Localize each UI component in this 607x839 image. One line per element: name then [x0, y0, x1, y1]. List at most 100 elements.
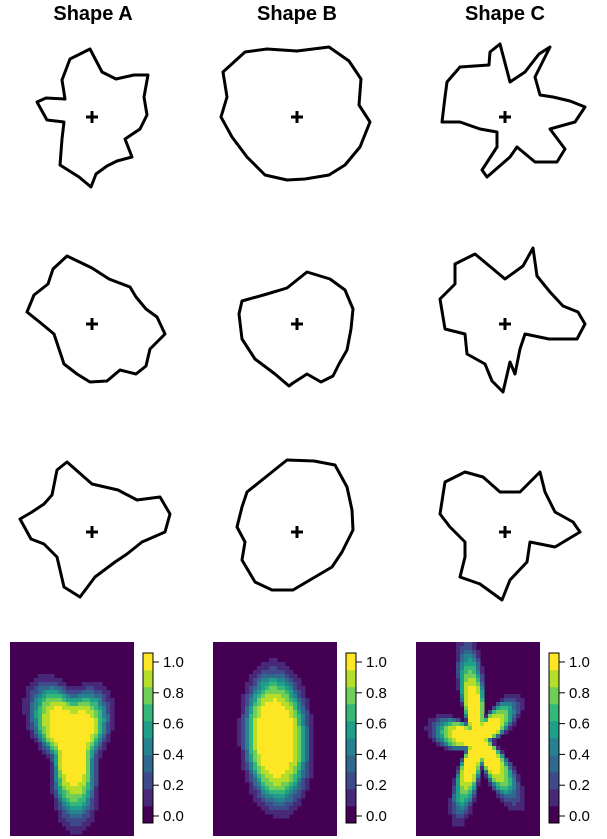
- heatmap-cell: [293, 678, 298, 683]
- heatmap-cell: [74, 790, 79, 795]
- heatmap-cell: [70, 746, 75, 751]
- heatmap-cell: [273, 694, 278, 699]
- heatmap-cell: [452, 810, 457, 815]
- heatmap-cell: [460, 698, 465, 703]
- heatmap-cell: [488, 722, 493, 727]
- heatmap-cell: [512, 722, 517, 727]
- heatmap-cell: [257, 762, 262, 767]
- heatmap-cell: [305, 770, 310, 775]
- heatmap-cell: [285, 730, 290, 735]
- heatmap-cell: [110, 722, 115, 727]
- heatmap-cell: [468, 774, 473, 779]
- heatmap-cell: [78, 706, 83, 711]
- heatmap-cell: [102, 722, 107, 727]
- heatmap-cell: [265, 730, 270, 735]
- heatmap-cell: [265, 662, 270, 667]
- heatmap-cell: [492, 710, 497, 715]
- heatmap-cell: [261, 670, 266, 675]
- heatmap-cell: [448, 802, 453, 807]
- heatmap-cell: [456, 794, 461, 799]
- heatmap-cell: [70, 806, 75, 811]
- heatmap-cell: [289, 694, 294, 699]
- heatmap-cell: [484, 722, 489, 727]
- heatmap-cell: [472, 766, 477, 771]
- heatmap-cell: [293, 722, 298, 727]
- heatmap-cell: [492, 774, 497, 779]
- heatmap-cell: [78, 694, 83, 699]
- heatmap-cell: [94, 766, 99, 771]
- heatmap-cell: [285, 770, 290, 775]
- heatmap-cell: [102, 690, 107, 695]
- heatmap-cell: [46, 750, 51, 755]
- heatmap-cell: [464, 690, 469, 695]
- heatmap-cell: [50, 718, 55, 723]
- heatmap-cell: [512, 802, 517, 807]
- heatmap-cell: [38, 706, 43, 711]
- heatmap-cell: [285, 718, 290, 723]
- heatmap-cell: [54, 778, 59, 783]
- heatmap-cell: [86, 706, 91, 711]
- heatmap-cell: [58, 690, 63, 695]
- heatmap-cell: [257, 734, 262, 739]
- heatmap-cell: [444, 718, 449, 723]
- heatmap-cell: [265, 754, 270, 759]
- heatmap-cell: [245, 738, 250, 743]
- heatmap-cell: [472, 694, 477, 699]
- heatmap-cell: [94, 686, 99, 691]
- heatmap-cell: [289, 802, 294, 807]
- heatmap-cell: [241, 762, 246, 767]
- heatmap-cell: [78, 806, 83, 811]
- heatmap-cell: [305, 726, 310, 731]
- heatmap-cell: [277, 802, 282, 807]
- heatmap-cell: [472, 698, 477, 703]
- heatmap-cell: [102, 706, 107, 711]
- heatmap-cell: [285, 706, 290, 711]
- heatmap-cell: [293, 730, 298, 735]
- heatmap-cell: [74, 690, 79, 695]
- heatmap-cell: [460, 686, 465, 691]
- heatmap-cell: [492, 722, 497, 727]
- heatmap-cell: [480, 674, 485, 679]
- heatmap-cell: [257, 678, 262, 683]
- heatmap-cell: [62, 734, 67, 739]
- heatmap-cell: [261, 710, 266, 715]
- heatmap-cell: [245, 722, 250, 727]
- heatmap-cell: [86, 758, 91, 763]
- heatmap-cell: [464, 758, 469, 763]
- heatmap-cell: [74, 810, 79, 815]
- heatmap-cell: [472, 778, 477, 783]
- heatmap-cell: [472, 762, 477, 767]
- heatmap-cell: [297, 782, 302, 787]
- heatmap-cell: [261, 662, 266, 667]
- heatmap-cell: [241, 718, 246, 723]
- heatmap-cell: [301, 770, 306, 775]
- heatmap-cell: [293, 682, 298, 687]
- heatmap-cell: [78, 714, 83, 719]
- heatmap-cell: [488, 766, 493, 771]
- heatmap-cell: [309, 714, 314, 719]
- heatmap-cell: [245, 714, 250, 719]
- heatmap-cell: [285, 722, 290, 727]
- heatmap-cell: [468, 762, 473, 767]
- heatmap-cell: [516, 698, 521, 703]
- heatmap-cell: [249, 770, 254, 775]
- heatmap-cell: [66, 702, 71, 707]
- heatmap-cell: [261, 694, 266, 699]
- heatmap-cell: [82, 810, 87, 815]
- heatmap-cell: [70, 794, 75, 799]
- heatmap-cell: [38, 698, 43, 703]
- heatmap-cell: [297, 802, 302, 807]
- heatmap-cell: [293, 742, 298, 747]
- heatmap-cell: [94, 782, 99, 787]
- heatmap-cell: [293, 706, 298, 711]
- heatmap-cell: [468, 726, 473, 731]
- heatmap-cell: [249, 750, 254, 755]
- heatmap-cell: [281, 750, 286, 755]
- heatmap-cell: [277, 674, 282, 679]
- heatmap-cell: [281, 758, 286, 763]
- heatmap-cell: [90, 734, 95, 739]
- shape-outline-b-1: [219, 45, 372, 182]
- heatmap-cell: [66, 734, 71, 739]
- heatmap-cell: [281, 730, 286, 735]
- heatmap-cell: [476, 670, 481, 675]
